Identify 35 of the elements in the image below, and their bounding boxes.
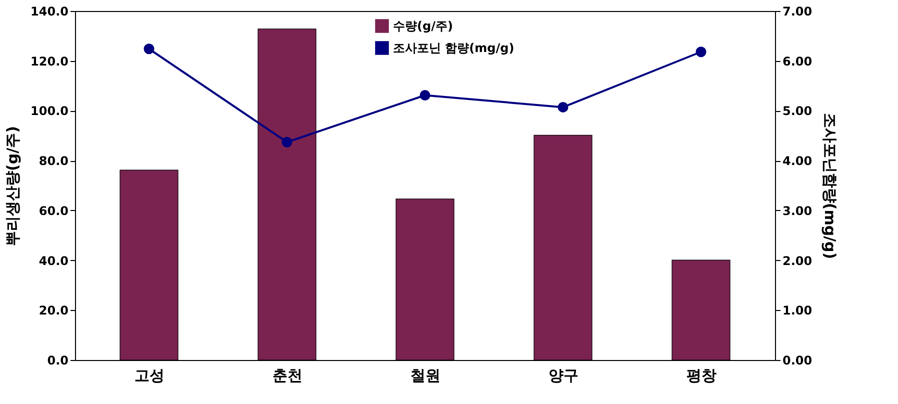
x-tick-label: 고성 bbox=[134, 366, 164, 384]
y-tick-label: 100.0 bbox=[30, 104, 68, 118]
y-tick-label: 0.0 bbox=[47, 354, 68, 368]
y2-tick-label: 0.00 bbox=[782, 354, 812, 368]
bar bbox=[672, 260, 730, 360]
bar bbox=[396, 198, 454, 360]
bar bbox=[534, 134, 592, 360]
y-tick-label: 40.0 bbox=[38, 254, 68, 268]
bar bbox=[120, 170, 178, 360]
y2-axis-title: 조사포닌함량(mg/g) bbox=[821, 112, 840, 260]
y-tick-label: 80.0 bbox=[38, 154, 68, 168]
y2-tick-label: 3.00 bbox=[782, 204, 812, 218]
point bbox=[144, 44, 154, 54]
y2-tick-label: 1.00 bbox=[782, 304, 812, 318]
legend-label: 조사포닌 함량(mg/g) bbox=[393, 41, 514, 55]
legend-label: 수량(g/주) bbox=[393, 19, 453, 33]
y-tick-label: 120.0 bbox=[30, 54, 68, 68]
y-tick-label: 60.0 bbox=[38, 204, 68, 218]
x-tick-label: 춘천 bbox=[272, 366, 302, 384]
bar bbox=[258, 28, 316, 360]
y2-tick-label: 4.00 bbox=[782, 154, 812, 168]
y2-tick-label: 5.00 bbox=[782, 104, 812, 118]
x-tick-label: 철원 bbox=[410, 366, 440, 384]
y2-tick-label: 7.00 bbox=[782, 4, 812, 18]
point bbox=[558, 102, 568, 112]
y-axis-title: 뿌리생산량(g/주) bbox=[4, 126, 22, 246]
point bbox=[420, 90, 430, 100]
point bbox=[282, 136, 292, 148]
x-tick-label: 평창 bbox=[686, 366, 716, 384]
y-tick-label: 140.0 bbox=[30, 4, 68, 18]
x-tick-label: 양구 bbox=[548, 366, 578, 384]
y2-tick-label: 2.00 bbox=[782, 254, 812, 268]
y-tick-label: 20.0 bbox=[38, 304, 68, 318]
y2-tick-label: 6.00 bbox=[782, 54, 812, 68]
point bbox=[696, 46, 706, 58]
